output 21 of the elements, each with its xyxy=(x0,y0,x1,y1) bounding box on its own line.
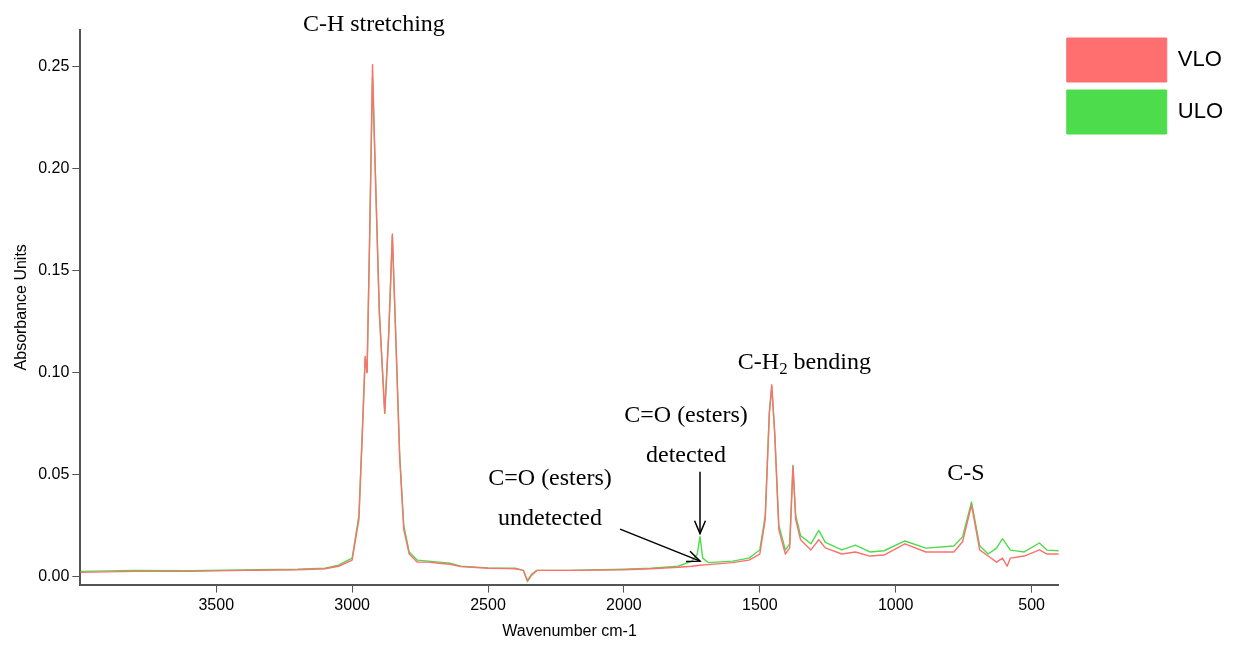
y-tick-label: 0.00 xyxy=(38,566,70,584)
x-tick-label: 3500 xyxy=(198,595,235,613)
x-tick-label: 2000 xyxy=(606,595,642,613)
annotation: C=O (esters) undetected xyxy=(488,464,612,531)
legend-label: VLO xyxy=(1177,46,1222,72)
x-tick-label: 2500 xyxy=(470,595,506,613)
x-tick-label: 1500 xyxy=(742,595,778,613)
x-tick-label: 3000 xyxy=(334,595,371,613)
y-tick-label: 0.20 xyxy=(38,159,70,177)
y-tick-label: 0.15 xyxy=(38,261,70,278)
y-axis-title: Absorbance Units xyxy=(12,244,30,371)
annotation: C=O (esters) detected xyxy=(624,400,748,467)
y-tick-label: 0.10 xyxy=(38,362,70,380)
y-tick-label: 0.05 xyxy=(38,464,70,482)
annotation: C-H stretching xyxy=(302,9,445,36)
legend-label: ULO xyxy=(1177,98,1224,124)
x-tick-label: 1000 xyxy=(877,595,914,613)
x-axis-title: Wavenumber cm-1 xyxy=(502,621,637,639)
annotation: C-S xyxy=(947,458,985,485)
y-tick-label: 0.25 xyxy=(38,57,70,75)
x-tick-label: 500 xyxy=(1018,595,1046,613)
